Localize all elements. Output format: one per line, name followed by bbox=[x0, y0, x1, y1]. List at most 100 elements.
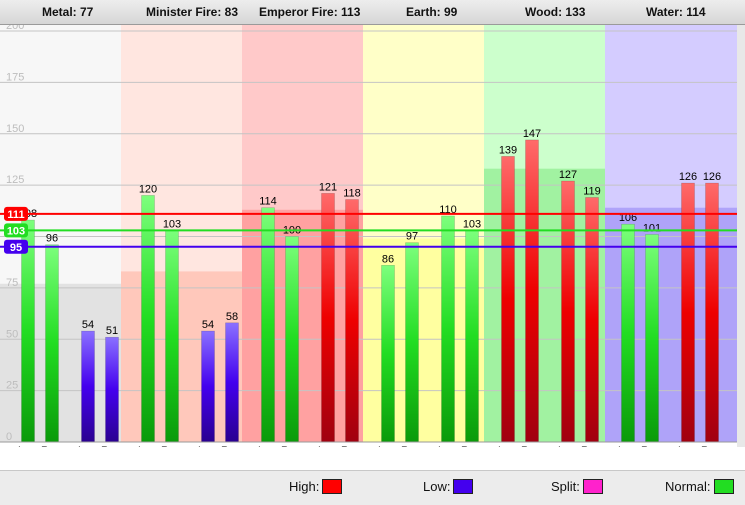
element-totals-bar: Metal: 77 Minister Fire: 83 Emperor Fire… bbox=[0, 0, 745, 25]
bar-side-label: L bbox=[78, 445, 84, 447]
bar-side-label: R bbox=[161, 445, 169, 447]
bar-value-label: 96 bbox=[46, 233, 58, 245]
meridian-bar bbox=[465, 230, 479, 443]
meridian-bar bbox=[405, 242, 419, 443]
reference-label: 95 bbox=[10, 242, 22, 254]
wood-total: Wood: 133 bbox=[525, 5, 586, 19]
bar-side-label: L bbox=[18, 445, 24, 447]
bar-value-label: 120 bbox=[139, 183, 157, 195]
legend-normal-swatch bbox=[713, 479, 734, 495]
bar-side-label: R bbox=[581, 445, 589, 447]
y-tick-label: 175 bbox=[6, 71, 24, 83]
legend-high: High: bbox=[289, 478, 343, 496]
bar-value-label: 114 bbox=[259, 196, 277, 208]
bar-value-label: 126 bbox=[679, 171, 697, 183]
bar-value-label: 127 bbox=[559, 169, 577, 181]
bar-value-label: 126 bbox=[703, 171, 721, 183]
y-tick-label: 200 bbox=[6, 25, 24, 32]
reference-badge bbox=[4, 239, 28, 254]
y-tick-label: 50 bbox=[6, 328, 18, 340]
legend-low-label: Low: bbox=[423, 479, 451, 495]
bar-side-label: L bbox=[318, 445, 324, 447]
bar-side-label: L bbox=[378, 445, 384, 447]
emperor-fire-total: Emperor Fire: 113 bbox=[259, 5, 361, 19]
bar-value-label: 101 bbox=[643, 222, 661, 234]
meridian-bar bbox=[381, 265, 395, 443]
meridian-bar bbox=[285, 236, 299, 443]
element-level-fill bbox=[242, 209, 363, 442]
metal-total: Metal: 77 bbox=[42, 5, 94, 19]
meridian-bar bbox=[561, 180, 575, 443]
legend: High: Low: Split: Normal: bbox=[0, 470, 745, 505]
bar-side-label: L bbox=[558, 445, 564, 447]
minister-fire-total: Minister Fire: 83 bbox=[146, 5, 239, 19]
meridian-bar bbox=[45, 244, 59, 443]
meridian-bar bbox=[621, 223, 635, 443]
bar-value-label: 121 bbox=[319, 181, 337, 193]
legend-split-label: Split: bbox=[551, 479, 580, 495]
bar-side-label: R bbox=[341, 445, 349, 447]
meridian-bar bbox=[105, 336, 119, 443]
meridian-bar bbox=[81, 330, 95, 443]
reference-label: 103 bbox=[7, 225, 25, 237]
legend-low-swatch bbox=[453, 479, 474, 495]
earth-total: Earth: 99 bbox=[406, 5, 458, 19]
meridian-bar bbox=[165, 230, 179, 443]
bar-side-label: L bbox=[438, 445, 444, 447]
bar-value-label: 54 bbox=[82, 319, 94, 331]
bar-side-label: R bbox=[101, 445, 109, 447]
legend-split: Split: bbox=[551, 478, 603, 496]
bar-side-label: R bbox=[461, 445, 469, 447]
chart-canvas: 0255075100125150175200108L96RLU54L51RLI1… bbox=[0, 25, 745, 447]
bar-value-label: 103 bbox=[163, 218, 181, 230]
bar-value-label: 118 bbox=[343, 188, 361, 200]
meridian-bar bbox=[501, 156, 515, 443]
bar-side-label: L bbox=[498, 445, 504, 447]
y-tick-label: 25 bbox=[6, 380, 18, 392]
bar-side-label: L bbox=[618, 445, 624, 447]
meridian-bar bbox=[681, 182, 695, 443]
bar-value-label: 54 bbox=[202, 319, 214, 331]
bar-side-label: R bbox=[521, 445, 529, 447]
bar-side-label: L bbox=[138, 445, 144, 447]
y-tick-label: 150 bbox=[6, 123, 24, 135]
meridian-bar bbox=[645, 234, 659, 443]
reference-badge bbox=[4, 206, 28, 221]
bar-side-label: R bbox=[221, 445, 229, 447]
y-tick-label: 75 bbox=[6, 277, 18, 289]
legend-high-swatch bbox=[322, 479, 343, 495]
bar-value-label: 103 bbox=[463, 218, 481, 230]
bar-side-label: R bbox=[281, 445, 289, 447]
legend-normal: Normal: bbox=[665, 478, 734, 496]
y-tick-label: 0 bbox=[6, 431, 12, 443]
element-level-fill bbox=[0, 283, 121, 442]
reference-label: 111 bbox=[7, 209, 24, 221]
bar-side-label: L bbox=[678, 445, 684, 447]
meridian-bar bbox=[225, 322, 239, 443]
legend-normal-label: Normal: bbox=[665, 479, 711, 495]
water-total: Water: 114 bbox=[646, 5, 706, 19]
bar-value-label: 97 bbox=[406, 231, 418, 243]
reference-badge bbox=[4, 223, 28, 238]
bar-side-label: R bbox=[641, 445, 649, 447]
legend-split-swatch bbox=[582, 479, 603, 495]
bar-side-label: R bbox=[41, 445, 49, 447]
meridian-bar bbox=[261, 207, 275, 443]
bar-value-label: 106 bbox=[619, 212, 637, 224]
legend-low: Low: bbox=[423, 478, 474, 496]
bar-side-label: L bbox=[258, 445, 264, 447]
y-tick-label: 125 bbox=[6, 174, 24, 186]
bar-value-label: 119 bbox=[583, 185, 601, 197]
bar-side-label: R bbox=[401, 445, 409, 447]
meridian-bar bbox=[441, 215, 455, 443]
meridian-bar bbox=[585, 197, 599, 443]
bar-value-label: 139 bbox=[499, 144, 517, 156]
meridian-bar bbox=[141, 195, 155, 443]
bar-side-label: L bbox=[198, 445, 204, 447]
meridian-bar bbox=[201, 330, 215, 443]
bar-value-label: 51 bbox=[106, 325, 118, 337]
bar-value-label: 86 bbox=[382, 253, 394, 265]
element-level-fill bbox=[121, 271, 242, 442]
legend-high-label: High: bbox=[289, 479, 320, 495]
bar-value-label: 58 bbox=[226, 311, 238, 323]
